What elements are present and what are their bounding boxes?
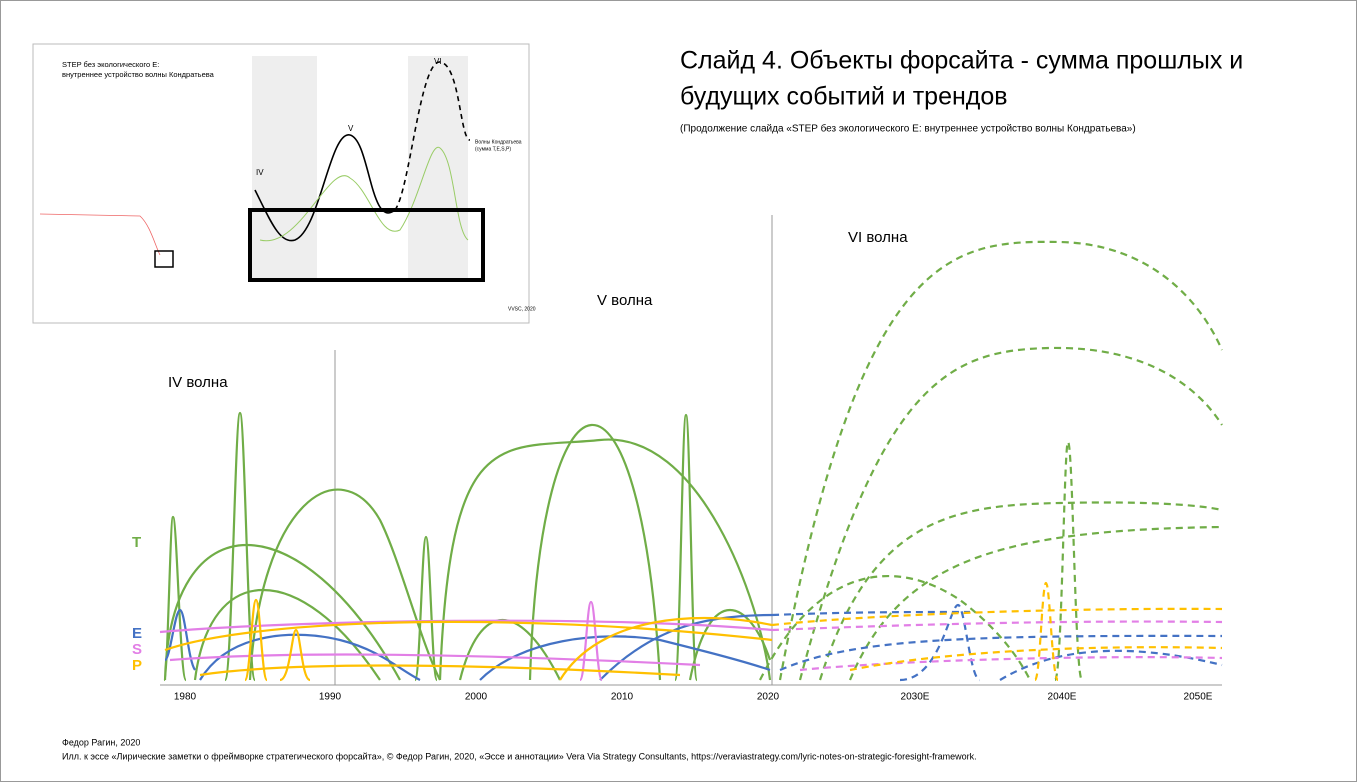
factor-label: T	[132, 534, 141, 551]
wave-label: V волна	[597, 292, 653, 309]
inset-credit: VVSC, 2020	[508, 306, 536, 312]
axis-label: 2010	[611, 692, 634, 703]
trend-curve	[778, 240, 1224, 681]
inset-wave-label: VI	[434, 57, 442, 66]
trend-curve	[798, 346, 1223, 681]
phase-band	[408, 56, 468, 281]
inset-wave-label: IV	[256, 168, 264, 177]
factor-label: P	[132, 657, 142, 674]
wave-label: VI волна	[848, 229, 908, 246]
inset: STEP без экологического E: внутреннее ус…	[32, 43, 536, 324]
inset-wave	[254, 134, 396, 242]
axis-label: 2000	[465, 692, 488, 703]
trend-curve	[223, 411, 257, 682]
trend-curve	[413, 535, 439, 682]
trend-curve	[759, 575, 1031, 681]
inset-legend: (сумма T,E,S,P)	[475, 146, 511, 152]
axis-labels: 1980 1990 2000 2010 2020 2030E 2040E 205…	[174, 692, 1213, 703]
trend-curve	[599, 613, 773, 681]
trend-curve	[818, 501, 1223, 681]
inset-zoom	[248, 208, 485, 282]
title-line: Слайд 4. Объекты форсайта - сумма прошлы…	[680, 47, 1243, 75]
subtitle: (Продолжение слайда «STEP без экологичес…	[680, 123, 1136, 135]
trend-curve	[771, 607, 1223, 627]
footer-author: Федор Рагин, 2020	[62, 737, 140, 747]
axis-label: 2020	[757, 692, 780, 703]
axis-label: 1990	[319, 692, 342, 703]
trend-curve	[771, 610, 971, 617]
trend-curve	[1053, 440, 1084, 682]
trend-curve	[999, 649, 1223, 681]
trend-curve	[771, 620, 1223, 632]
trend-curve	[559, 616, 773, 681]
footer-caption: Илл. к эссе «Лирические заметки о фреймв…	[62, 751, 977, 761]
inset-wave	[259, 146, 469, 242]
title-line: будущих событий и трендов	[680, 83, 1008, 111]
inset-title: STEP без экологического E:	[62, 60, 159, 69]
inset-title: внутреннее устройство волны Кондратьева	[62, 70, 215, 79]
trend-curve	[279, 628, 312, 682]
trend-curve	[162, 515, 188, 682]
axis-label: 2030E	[901, 692, 930, 703]
trend-curve	[243, 598, 269, 682]
axis-label: 2050E	[1184, 692, 1213, 703]
inset-wave	[394, 61, 471, 211]
trend-curve	[528, 423, 662, 681]
trend-curve	[779, 634, 1223, 672]
trend-curve	[848, 525, 1223, 681]
inset-wave-label: V	[348, 124, 354, 133]
trend-curve	[438, 438, 772, 681]
inset-legend: Волны Кондратьева	[475, 139, 522, 145]
trend-curve	[479, 635, 771, 681]
factor-label: E	[132, 625, 142, 642]
inset-zoom	[154, 250, 174, 268]
trend-curve	[1033, 581, 1060, 682]
trend-curve	[164, 620, 773, 652]
trend-curve	[169, 653, 701, 667]
trend-curve	[248, 488, 441, 681]
phase-band	[252, 56, 317, 281]
factor-label: S	[132, 641, 142, 658]
wave-label: IV волна	[168, 374, 228, 391]
curves	[159, 240, 1224, 682]
trend-curve	[578, 600, 604, 682]
axis-label: 2040E	[1048, 692, 1077, 703]
axis-label: 1980	[174, 692, 197, 703]
trend-curve	[199, 664, 681, 677]
